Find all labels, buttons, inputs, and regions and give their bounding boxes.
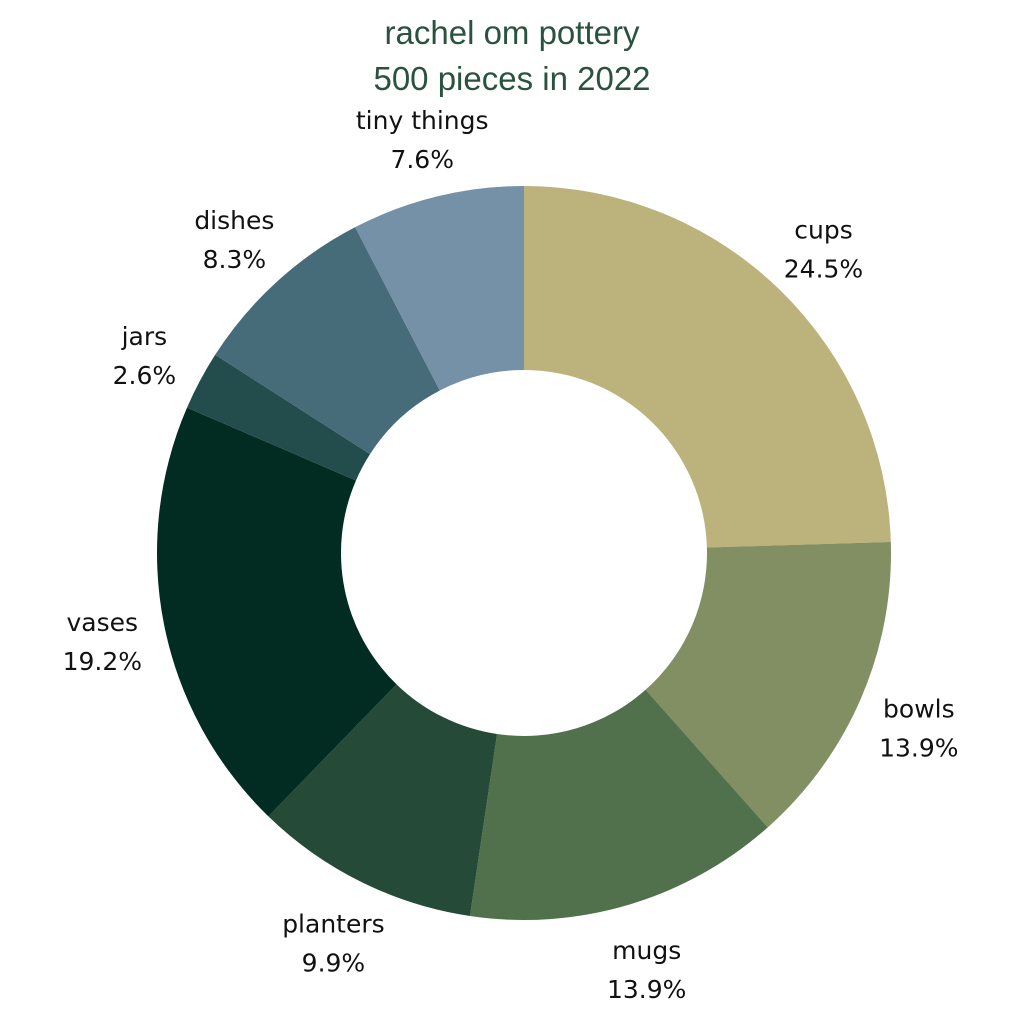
slice-label-planters: planters	[282, 909, 384, 938]
slice-percent-bowls: 13.9%	[879, 733, 958, 762]
slice-cups	[524, 186, 891, 548]
chart-subtitle: 500 pieces in 2022	[373, 60, 650, 97]
donut-slices	[157, 186, 891, 920]
slice-percent-cups: 24.5%	[784, 254, 863, 283]
slice-label-mugs: mugs	[612, 936, 681, 965]
slice-labels: cups 24.5% bowls 13.9% mugs 13.9% planters 9.9%…	[63, 106, 959, 1004]
slice-planters	[268, 684, 498, 916]
slice-bowls	[645, 542, 891, 828]
slice-label-bowls: bowls	[883, 694, 955, 723]
slice-label-cups: cups	[794, 215, 852, 244]
slice-percent-dishes: 8.3%	[203, 245, 267, 274]
slice-mugs	[469, 689, 768, 920]
slice-vases	[157, 407, 397, 817]
slice-label-jars: jars	[121, 322, 168, 351]
slice-percent-tiny-things: 7.6%	[390, 145, 454, 174]
slice-percent-mugs: 13.9%	[607, 975, 686, 1004]
slice-tiny-things	[355, 186, 524, 391]
slice-percent-vases: 19.2%	[63, 647, 142, 676]
slice-percent-planters: 9.9%	[302, 948, 366, 977]
chart-title: rachel om pottery	[385, 14, 640, 51]
slice-label-vases: vases	[67, 608, 139, 637]
slice-label-tiny-things: tiny things	[356, 106, 489, 135]
slice-jars	[187, 354, 371, 481]
slice-percent-jars: 2.6%	[113, 361, 177, 390]
slice-dishes	[215, 227, 440, 455]
slice-label-dishes: dishes	[194, 206, 274, 235]
